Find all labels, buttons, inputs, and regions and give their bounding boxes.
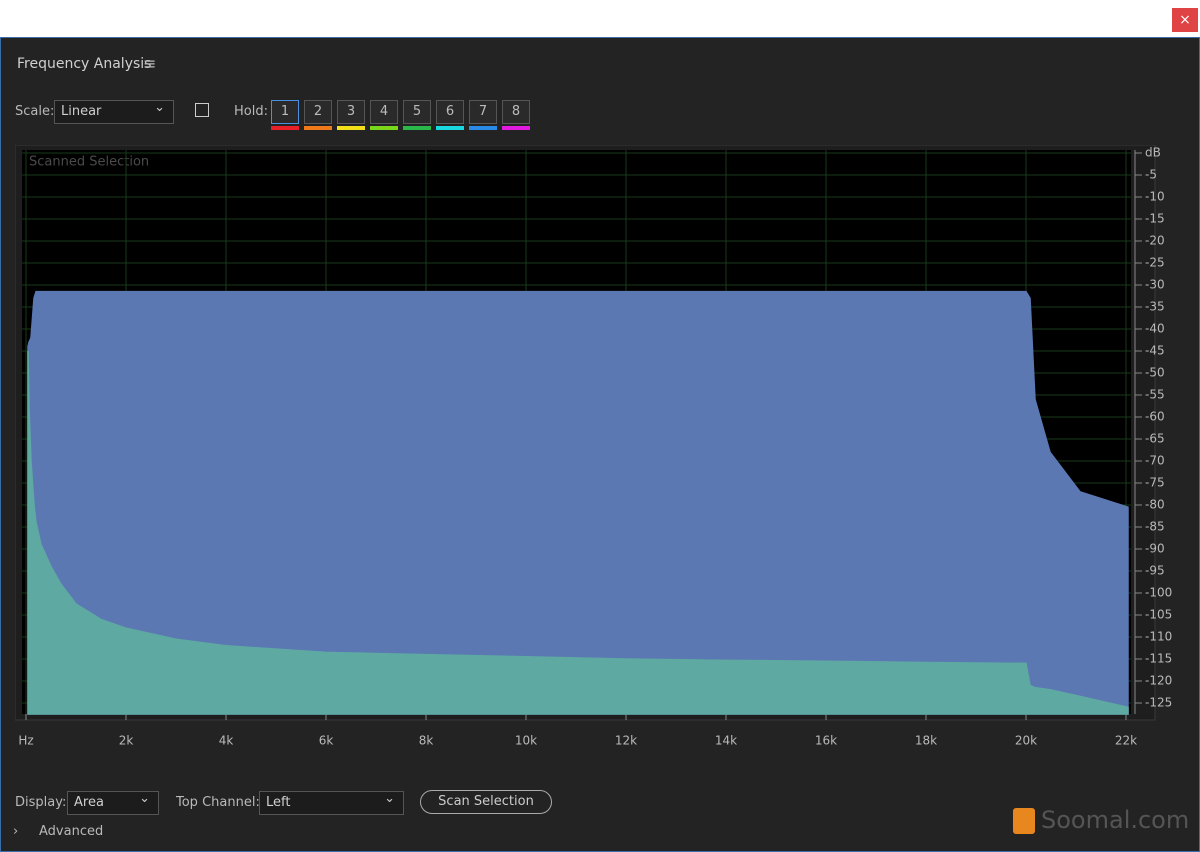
capture-icon[interactable] (195, 103, 209, 117)
spectrum-area (27, 350, 1129, 715)
advanced-toggle[interactable]: Advanced (39, 824, 104, 839)
y-tick-label: -5 (1145, 168, 1157, 182)
chart: Scanned Selection Hz 2k 4k 6k 8k 10k 12k 14k 16k… (15, 145, 1172, 748)
x-tick-label: 16k (815, 734, 837, 748)
x-tick-label: 4k (219, 734, 234, 748)
x-tick-label: 18k (915, 734, 937, 748)
y-tick-label: -65 (1145, 432, 1165, 446)
channel-dropdown[interactable]: Left (259, 790, 404, 815)
y-tick-label: -105 (1145, 608, 1172, 622)
y-tick-label: -125 (1145, 696, 1172, 710)
x-tick-label: 2k (119, 734, 134, 748)
watermark-logo (1013, 808, 1035, 834)
y-tick-label: -45 (1145, 344, 1165, 358)
hold-color (304, 126, 332, 130)
advanced-chevron[interactable]: › (13, 824, 19, 839)
y-tick-label: -60 (1145, 410, 1165, 424)
y-tick-label: -35 (1145, 300, 1165, 314)
hold-color (370, 126, 398, 130)
x-tick-label: 12k (615, 734, 637, 748)
hold-color (469, 126, 497, 130)
hold-button[interactable]: 2 (304, 100, 332, 124)
y-tick-label: -25 (1145, 256, 1165, 270)
hold-color (502, 126, 530, 130)
x-tick-label: 20k (1015, 734, 1037, 748)
close-button[interactable]: × (1172, 8, 1198, 32)
panel-menu[interactable]: ≡ (143, 54, 157, 73)
spectrum-area (27, 290, 1129, 715)
x-tick-label: 10k (515, 734, 537, 748)
y-tick-label: -85 (1145, 520, 1165, 534)
y-tick-label: -90 (1145, 542, 1165, 556)
chart-annotation: Scanned Selection (29, 155, 149, 170)
y-tick-label: -120 (1145, 674, 1172, 688)
hold-button[interactable]: 4 (370, 100, 398, 124)
display-dropdown[interactable]: Area (67, 790, 159, 815)
hold-button[interactable]: 6 (436, 100, 464, 124)
x-tick-label: 22k (1115, 734, 1137, 748)
scan-button[interactable]: Scan Selection (420, 790, 552, 814)
y-tick-label: -80 (1145, 498, 1165, 512)
x-tick-label: 6k (319, 734, 334, 748)
hold-button[interactable]: 7 (469, 100, 497, 124)
y-tick-label: -75 (1145, 476, 1165, 490)
hold-button[interactable]: 3 (337, 100, 365, 124)
hold-button[interactable]: 8 (502, 100, 530, 124)
y-tick-label: -15 (1145, 212, 1165, 226)
y-tick-label: -50 (1145, 366, 1165, 380)
hold-color (436, 126, 464, 130)
hold-color (271, 126, 299, 130)
hold-label: Hold: (234, 104, 268, 119)
y-tick-label: -30 (1145, 278, 1165, 292)
x-tick-label: 8k (419, 734, 434, 748)
channel-label: Top Channel: (176, 795, 260, 810)
y-tick-label: -100 (1145, 586, 1172, 600)
hold-color (337, 126, 365, 130)
scale-label: Scale: (15, 104, 55, 119)
x-tick-label: Hz (18, 734, 33, 748)
hold-button[interactable]: 1 (271, 100, 299, 124)
display-label: Display: (15, 795, 67, 810)
hold-color (403, 126, 431, 130)
y-tick-label: -40 (1145, 322, 1165, 336)
watermark: Soomal.com (1041, 806, 1190, 834)
scale-dropdown[interactable]: Linear (54, 99, 174, 124)
y-tick-label: -95 (1145, 564, 1165, 578)
y-tick-label: -10 (1145, 190, 1165, 204)
y-tick-label: -20 (1145, 234, 1165, 248)
y-tick-label: -70 (1145, 454, 1165, 468)
x-tick-label: 14k (715, 734, 737, 748)
panel-title: Frequency Analysis (17, 56, 152, 72)
hold-button[interactable]: 5 (403, 100, 431, 124)
y-tick-label: -115 (1145, 652, 1172, 666)
y-tick-label: -110 (1145, 630, 1172, 644)
y-tick-label: -55 (1145, 388, 1165, 402)
y-tick-label: dB (1145, 146, 1161, 160)
